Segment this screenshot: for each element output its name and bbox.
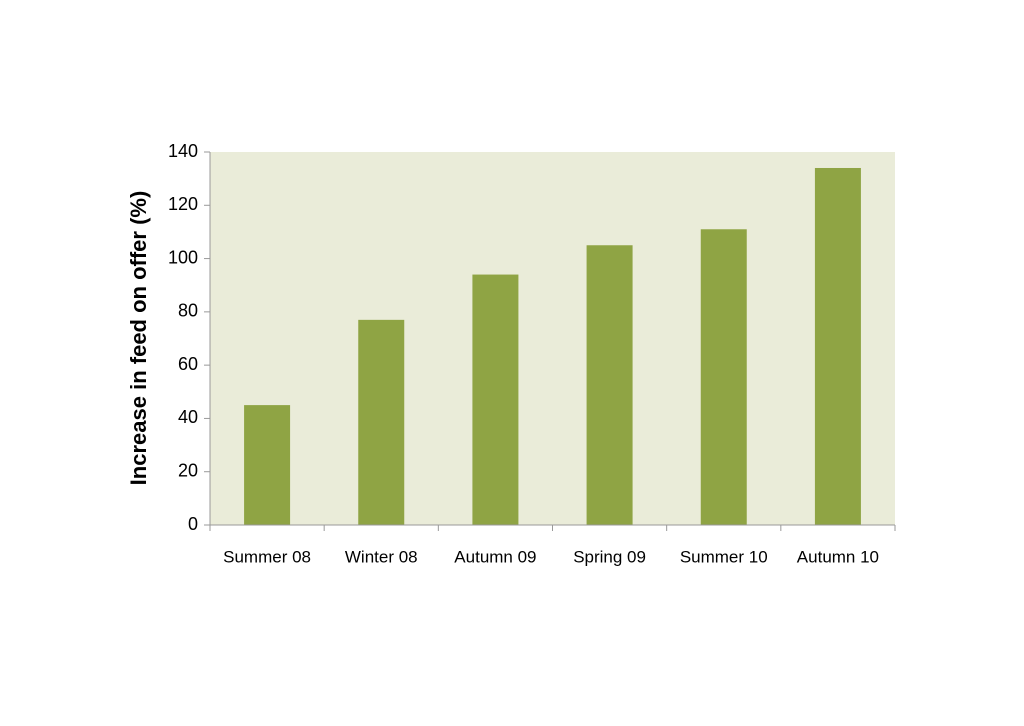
y-tick-label: 80 [178,301,198,321]
y-tick-label: 140 [168,141,198,161]
plot-area [210,152,895,525]
y-tick-label: 60 [178,354,198,374]
x-tick-label: Spring 09 [573,547,646,566]
bar [244,405,291,525]
bar [472,274,519,525]
y-tick-label: 100 [168,247,198,267]
bar [358,319,405,525]
x-tick-label: Summer 08 [223,547,311,566]
bar [814,167,861,525]
y-tick-label: 20 [178,460,198,480]
x-tick-label: Winter 08 [345,547,418,566]
y-tick-label: 0 [188,514,198,534]
bar [700,229,747,525]
y-tick-label: 40 [178,407,198,427]
y-tick-label: 120 [168,194,198,214]
x-tick-label: Summer 10 [680,547,768,566]
bar [586,245,633,525]
x-tick-label: Autumn 09 [454,547,536,566]
y-axis-label: Increase in feed on offer (%) [126,191,151,486]
x-tick-label: Autumn 10 [797,547,879,566]
